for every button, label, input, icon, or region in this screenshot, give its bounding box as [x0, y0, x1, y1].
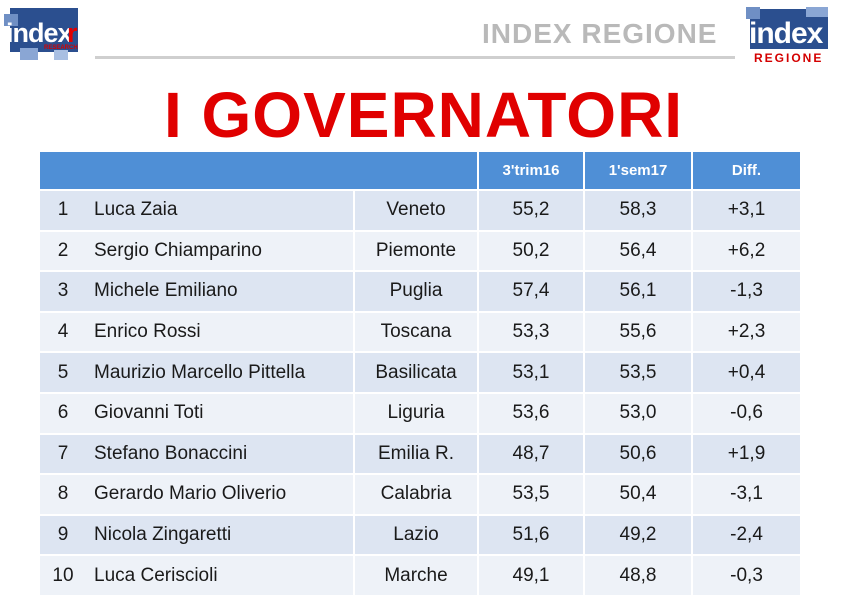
- q3-2016-cell: 55,2: [477, 189, 585, 231]
- header-cell-blank: [40, 152, 479, 190]
- logo-mark: r: [67, 18, 77, 48]
- diff-cell: +2,3: [691, 310, 801, 353]
- q3-2016-cell: 49,1: [477, 554, 585, 595]
- diff-cell: -1,3: [691, 270, 801, 312]
- q3-2016-cell: 53,6: [477, 391, 585, 434]
- diff-cell: +6,2: [691, 229, 801, 272]
- q3-2016-cell: 50,2: [477, 229, 585, 272]
- region-cell: Lazio: [352, 513, 479, 556]
- q3-2016-cell: 53,5: [477, 473, 585, 515]
- table-row: 7 Stefano Bonaccini Emilia R. 48,7 50,6 …: [40, 432, 801, 475]
- rank-cell: 9: [40, 513, 86, 556]
- h1-2017-cell: 48,8: [583, 554, 693, 595]
- region-cell: Toscana: [352, 310, 479, 353]
- h1-2017-cell: 49,2: [583, 513, 693, 556]
- table-row: 9 Nicola Zingaretti Lazio 51,6 49,2 -2,4: [40, 513, 801, 556]
- table-header-row: 3'trim16 1'sem17 Diff.: [40, 152, 801, 190]
- header-title: INDEX REGIONE: [482, 18, 718, 49]
- region-cell: Calabria: [352, 473, 479, 515]
- name-cell: Sergio Chiamparino: [86, 229, 354, 272]
- h1-2017-cell: 56,1: [583, 270, 693, 312]
- q3-2016-cell: 48,7: [477, 432, 585, 475]
- rank-cell: 6: [40, 391, 86, 434]
- governors-table: 3'trim16 1'sem17 Diff. 1 Luca Zaia Venet…: [40, 152, 801, 595]
- table-row: 2 Sergio Chiamparino Piemonte 50,2 56,4 …: [40, 229, 801, 272]
- h1-2017-cell: 53,5: [583, 351, 693, 393]
- h1-2017-cell: 56,4: [583, 229, 693, 272]
- rank-cell: 1: [40, 189, 86, 231]
- q3-2016-cell: 53,1: [477, 351, 585, 393]
- table-row: 5 Maurizio Marcello Pittella Basilicata …: [40, 351, 801, 393]
- h1-2017-cell: 58,3: [583, 189, 693, 231]
- q3-2016-cell: 51,6: [477, 513, 585, 556]
- table-row: 6 Giovanni Toti Liguria 53,6 53,0 -0,6: [40, 391, 801, 434]
- rank-cell: 2: [40, 229, 86, 272]
- name-cell: Maurizio Marcello Pittella: [86, 351, 354, 393]
- h1-2017-cell: 50,6: [583, 432, 693, 475]
- rank-cell: 4: [40, 310, 86, 353]
- index-regione-logo: index REGIONE: [746, 7, 832, 67]
- rank-cell: 10: [40, 554, 86, 595]
- table-row: 10 Luca Ceriscioli Marche 49,1 48,8 -0,3: [40, 554, 801, 595]
- diff-cell: -3,1: [691, 473, 801, 515]
- header-cell-h1-2017: 1'sem17: [583, 152, 693, 190]
- name-cell: Luca Ceriscioli: [86, 554, 354, 595]
- q3-2016-cell: 53,3: [477, 310, 585, 353]
- logo-sub: REGIONE: [754, 51, 824, 65]
- h1-2017-cell: 55,6: [583, 310, 693, 353]
- q3-2016-cell: 57,4: [477, 270, 585, 312]
- rank-cell: 5: [40, 351, 86, 393]
- name-cell: Michele Emiliano: [86, 270, 354, 312]
- region-cell: Liguria: [352, 391, 479, 434]
- name-cell: Enrico Rossi: [86, 310, 354, 353]
- header-cell-diff: Diff.: [691, 152, 801, 190]
- region-cell: Puglia: [352, 270, 479, 312]
- logo-word: index: [6, 18, 73, 48]
- name-cell: Luca Zaia: [86, 189, 354, 231]
- diff-cell: -0,3: [691, 554, 801, 595]
- rank-cell: 3: [40, 270, 86, 312]
- region-cell: Veneto: [352, 189, 479, 231]
- name-cell: Giovanni Toti: [86, 391, 354, 434]
- region-cell: Basilicata: [352, 351, 479, 393]
- name-cell: Gerardo Mario Oliverio: [86, 473, 354, 515]
- header-divider: [95, 56, 735, 59]
- table-row: 4 Enrico Rossi Toscana 53,3 55,6 +2,3: [40, 310, 801, 353]
- table-row: 8 Gerardo Mario Oliverio Calabria 53,5 5…: [40, 473, 801, 515]
- rank-cell: 8: [40, 473, 86, 515]
- page-title: I GOVERNATORI: [163, 79, 684, 151]
- table-row: 3 Michele Emiliano Puglia 57,4 56,1 -1,3: [40, 270, 801, 312]
- diff-cell: -2,4: [691, 513, 801, 556]
- logo-word: index: [749, 17, 823, 50]
- diff-cell: +1,9: [691, 432, 801, 475]
- rank-cell: 7: [40, 432, 86, 475]
- region-cell: Piemonte: [352, 229, 479, 272]
- index-research-logo: index r RESEARCH: [4, 8, 82, 62]
- diff-cell: +3,1: [691, 189, 801, 231]
- logo-sub: RESEARCH: [44, 45, 78, 51]
- name-cell: Nicola Zingaretti: [86, 513, 354, 556]
- region-cell: Marche: [352, 554, 479, 595]
- table-row: 1 Luca Zaia Veneto 55,2 58,3 +3,1: [40, 189, 801, 231]
- diff-cell: +0,4: [691, 351, 801, 393]
- header-cell-q3-2016: 3'trim16: [477, 152, 585, 190]
- h1-2017-cell: 50,4: [583, 473, 693, 515]
- region-cell: Emilia R.: [352, 432, 479, 475]
- name-cell: Stefano Bonaccini: [86, 432, 354, 475]
- h1-2017-cell: 53,0: [583, 391, 693, 434]
- diff-cell: -0,6: [691, 391, 801, 434]
